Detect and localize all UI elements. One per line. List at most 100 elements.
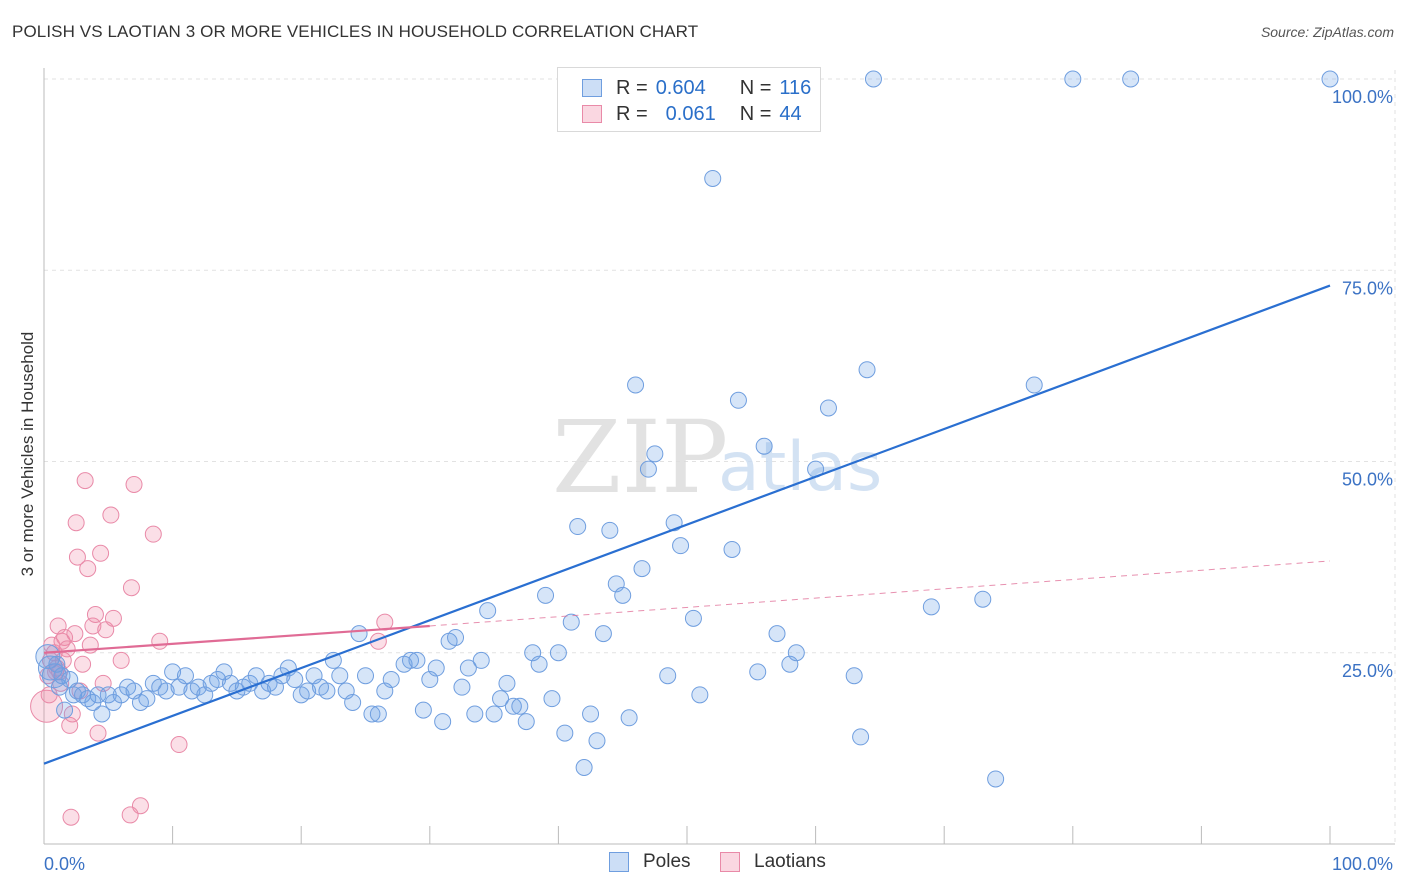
poles-point <box>357 667 374 685</box>
poles-point <box>318 682 336 700</box>
poles-point <box>575 759 593 776</box>
poles-point <box>299 682 317 700</box>
chart-title: POLISH VS LAOTIAN 3 OR MORE VEHICLES IN … <box>12 22 699 41</box>
poles-point <box>492 690 510 708</box>
legend-r-label: R = <box>616 102 648 125</box>
laotians-point <box>66 625 84 643</box>
poles-point <box>723 540 741 558</box>
laotians-point <box>151 632 169 650</box>
laotians-point <box>144 525 162 543</box>
poles-point <box>729 391 747 409</box>
legend-item-poles[interactable]: Poles <box>609 851 691 873</box>
laotians-point <box>125 475 143 493</box>
poles-point <box>665 514 683 532</box>
poles-point <box>620 709 638 727</box>
legend-r-label: R = <box>616 76 648 99</box>
poles-point <box>382 671 400 689</box>
laotians-point <box>92 544 110 562</box>
poles-point <box>485 705 503 723</box>
legend-swatch-laotians <box>582 105 602 123</box>
laotians-point <box>62 808 80 826</box>
poles-point <box>819 399 837 417</box>
laotians-point <box>68 548 86 566</box>
poles-point <box>582 705 600 723</box>
laotians-point <box>89 724 107 742</box>
legend-item-laotians[interactable]: Laotians <box>720 851 826 873</box>
poles-point <box>459 659 477 677</box>
legend-label-poles: Poles <box>643 851 691 872</box>
poles-point <box>402 651 420 669</box>
laotians-point <box>67 514 85 532</box>
laotians-point <box>122 579 140 597</box>
poles-point <box>479 602 497 620</box>
poles-point <box>684 609 702 627</box>
poles-point <box>93 705 111 723</box>
legend-n-value-laotians: 44 <box>779 102 802 125</box>
poles-point <box>427 659 445 677</box>
legend-swatch-poles <box>609 852 629 872</box>
poles-point <box>845 667 863 685</box>
poles-point <box>434 713 452 731</box>
poles-point <box>530 655 548 673</box>
poles-point <box>414 701 432 719</box>
poles-point <box>556 724 574 742</box>
laotians-point <box>63 705 81 723</box>
legend-swatch-poles <box>582 79 602 97</box>
legend-row-poles: R = 0.604 N = 116 <box>582 76 811 100</box>
watermark-zip: ZIP <box>552 399 728 516</box>
poles-point <box>453 678 471 696</box>
poles-point <box>1321 70 1339 88</box>
laotians-point <box>79 560 97 578</box>
poles-point <box>633 560 651 578</box>
poles-point <box>569 518 587 536</box>
poles-point <box>594 625 612 643</box>
poles-point <box>176 667 194 685</box>
legend-label-laotians: Laotians <box>754 851 826 872</box>
poles-point <box>324 651 342 669</box>
legend-swatch-laotians <box>720 852 740 872</box>
poles-point <box>472 651 490 669</box>
laotians-trend-extension <box>429 560 1331 627</box>
laotians-point <box>170 736 188 754</box>
series-legend: Poles Laotians <box>0 851 1406 877</box>
poles-point <box>787 644 805 662</box>
poles-point <box>1064 70 1082 88</box>
poles-point <box>350 625 368 643</box>
poles-point <box>749 663 767 681</box>
poles-point <box>562 613 580 631</box>
y-tick-label: 50.0% <box>1342 470 1393 490</box>
poles-point <box>672 537 690 555</box>
poles-point <box>344 693 362 711</box>
poles-point <box>363 705 381 723</box>
laotians-point <box>112 651 130 669</box>
poles-point <box>646 445 664 463</box>
y-tick-label: 25.0% <box>1342 661 1393 681</box>
poles-point <box>157 682 175 700</box>
legend-n-label: N = <box>739 76 772 99</box>
poles-point <box>369 705 387 723</box>
laotians-point <box>121 806 139 824</box>
poles-point <box>498 674 516 692</box>
legend-r-value-poles: 0.604 <box>655 76 706 99</box>
poles-point <box>601 521 619 539</box>
poles-point <box>864 70 882 88</box>
y-tick-label: 75.0% <box>1342 278 1393 298</box>
poles-point <box>768 625 786 643</box>
y-axis-label: 3 or more Vehicles in Household <box>18 332 37 577</box>
laotians-point <box>102 506 120 524</box>
poles-point <box>974 590 992 608</box>
poles-point <box>466 705 484 723</box>
watermark: ZIP atlas <box>552 399 882 516</box>
tick-labels: 25.0% 50.0% 75.0% 100.0% 0.0% 100.0% <box>44 87 1393 874</box>
poles-point <box>504 697 522 715</box>
poles-point <box>138 690 156 708</box>
x-tick-label: 100.0% <box>1332 854 1393 874</box>
poles-point <box>543 690 561 708</box>
poles-point <box>53 667 71 685</box>
legend-n-value-poles: 116 <box>779 76 812 99</box>
poles-points <box>35 70 1339 788</box>
poles-point <box>1025 376 1043 394</box>
poles-point <box>517 713 535 731</box>
laotians-trend-line <box>43 624 430 654</box>
poles-point <box>588 732 606 750</box>
